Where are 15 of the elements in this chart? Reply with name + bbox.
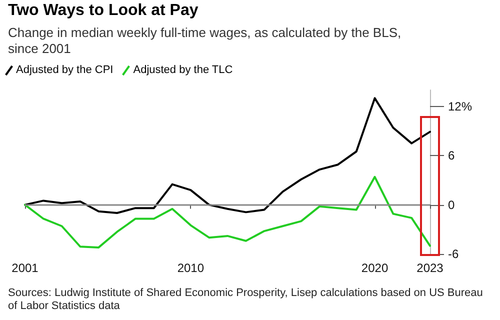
- y-tick-label: 12%: [448, 99, 472, 114]
- chart-subtitle: Change in median weekly full-time wages, as calculated by the BLS, since 2001: [8, 25, 402, 57]
- chart-title: Two Ways to Look at Pay: [8, 2, 198, 20]
- line-series: [24, 97, 431, 214]
- source-note: Sources: Ludwig Institute of Shared Economic Prosperity, Lisep calculations based on US Bureau of Labor Statistics data: [8, 287, 484, 313]
- x-tick-label: 2001: [12, 261, 39, 275]
- x-tick-label: 2010: [177, 261, 204, 275]
- legend-label: Adjusted by the TLC: [132, 64, 233, 76]
- y-tick-label: 0: [448, 198, 455, 212]
- x-tick-label: 2020: [361, 261, 388, 275]
- y-tick-label: -6: [448, 247, 459, 261]
- legend-label: Adjusted by the CPI: [15, 64, 114, 76]
- line-series: [24, 176, 431, 248]
- y-tick-label: 6: [448, 148, 455, 163]
- x-tick-label: 2023: [416, 261, 444, 275]
